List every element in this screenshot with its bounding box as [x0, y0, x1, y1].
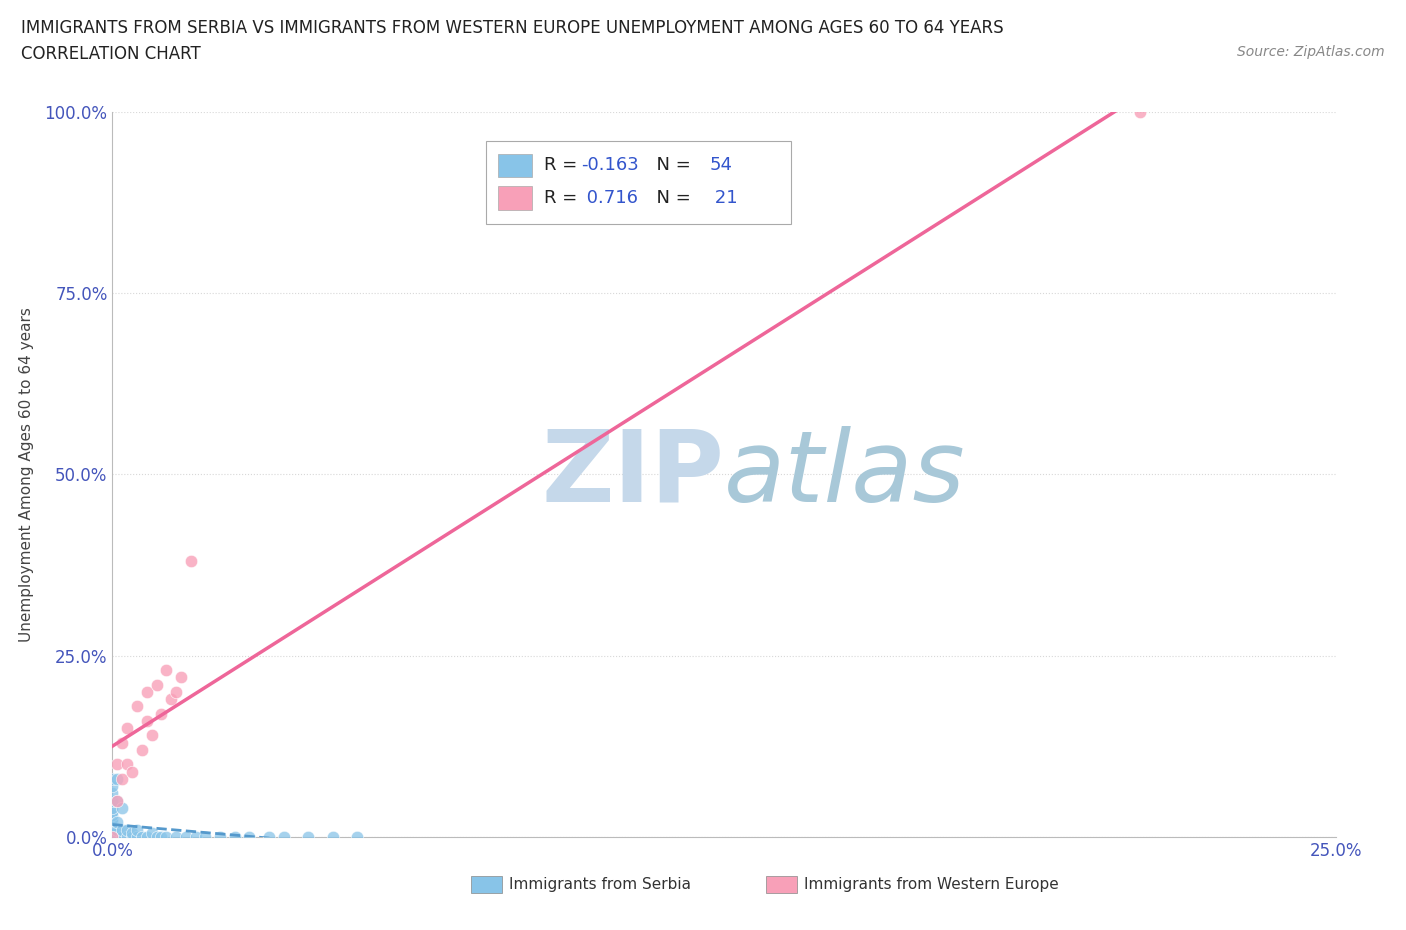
Text: Immigrants from Serbia: Immigrants from Serbia	[509, 877, 690, 892]
Text: R =: R =	[544, 189, 583, 206]
Point	[101, 830, 124, 844]
Point	[101, 815, 124, 830]
Point	[209, 830, 232, 844]
FancyBboxPatch shape	[471, 876, 502, 893]
Point	[121, 764, 143, 779]
Point	[125, 830, 148, 844]
Point	[115, 721, 138, 736]
Point	[105, 757, 128, 772]
Point	[135, 713, 157, 728]
Text: ZIP: ZIP	[541, 426, 724, 523]
Point	[238, 830, 260, 844]
Point	[111, 736, 134, 751]
Point	[155, 663, 177, 678]
Point	[105, 815, 128, 830]
Point	[101, 801, 124, 816]
Point	[150, 706, 173, 721]
Point	[105, 830, 128, 844]
Point	[160, 692, 183, 707]
Text: 21: 21	[710, 189, 738, 206]
Point	[131, 742, 153, 757]
Text: N =: N =	[644, 189, 696, 206]
Point	[115, 830, 138, 844]
Point	[194, 830, 217, 844]
Point	[184, 830, 207, 844]
Point	[135, 684, 157, 699]
Text: -0.163: -0.163	[581, 156, 638, 174]
Point	[101, 793, 124, 808]
Point	[125, 699, 148, 714]
Point	[101, 830, 124, 844]
Point	[125, 822, 148, 837]
Point	[101, 772, 124, 787]
Point	[224, 830, 246, 844]
Point	[1129, 104, 1152, 119]
Point	[101, 822, 124, 837]
Point	[121, 826, 143, 841]
Point	[101, 830, 124, 844]
Point	[150, 830, 173, 844]
Point	[105, 772, 128, 787]
Point	[101, 811, 124, 827]
FancyBboxPatch shape	[485, 140, 792, 224]
Point	[101, 830, 124, 844]
Point	[101, 830, 124, 844]
Point	[101, 830, 124, 844]
Point	[101, 818, 124, 833]
Point	[155, 830, 177, 844]
Point	[174, 830, 197, 844]
Point	[165, 830, 187, 844]
Text: Source: ZipAtlas.com: Source: ZipAtlas.com	[1237, 45, 1385, 59]
Point	[111, 801, 134, 816]
Text: IMMIGRANTS FROM SERBIA VS IMMIGRANTS FROM WESTERN EUROPE UNEMPLOYMENT AMONG AGES: IMMIGRANTS FROM SERBIA VS IMMIGRANTS FRO…	[21, 19, 1004, 36]
Text: N =: N =	[644, 156, 696, 174]
Point	[121, 830, 143, 844]
Point	[115, 822, 138, 837]
Point	[111, 830, 134, 844]
Point	[322, 830, 344, 844]
Point	[101, 826, 124, 841]
Point	[141, 826, 163, 841]
Point	[131, 830, 153, 844]
Point	[170, 670, 193, 684]
Y-axis label: Unemployment Among Ages 60 to 64 years: Unemployment Among Ages 60 to 64 years	[18, 307, 34, 642]
Point	[101, 830, 124, 844]
FancyBboxPatch shape	[498, 186, 531, 209]
Text: Immigrants from Western Europe: Immigrants from Western Europe	[804, 877, 1059, 892]
Point	[180, 554, 202, 569]
Point	[101, 786, 124, 801]
Point	[273, 830, 295, 844]
Text: 0.716: 0.716	[581, 189, 638, 206]
Point	[101, 830, 124, 844]
Text: 54: 54	[710, 156, 733, 174]
Point	[135, 830, 157, 844]
Point	[145, 677, 167, 692]
Point	[111, 772, 134, 787]
Point	[297, 830, 319, 844]
Point	[346, 830, 368, 844]
Point	[101, 830, 124, 844]
Point	[101, 778, 124, 793]
Point	[105, 822, 128, 837]
Point	[101, 830, 124, 844]
Point	[115, 757, 138, 772]
Point	[101, 808, 124, 823]
FancyBboxPatch shape	[498, 153, 531, 177]
Point	[145, 830, 167, 844]
Point	[257, 830, 280, 844]
Point	[105, 793, 128, 808]
Text: R =: R =	[544, 156, 583, 174]
Point	[101, 804, 124, 819]
Text: atlas: atlas	[724, 426, 966, 523]
Text: CORRELATION CHART: CORRELATION CHART	[21, 45, 201, 62]
FancyBboxPatch shape	[766, 876, 797, 893]
Point	[101, 830, 124, 844]
Point	[111, 822, 134, 837]
Point	[105, 793, 128, 808]
Point	[141, 728, 163, 743]
Point	[165, 684, 187, 699]
